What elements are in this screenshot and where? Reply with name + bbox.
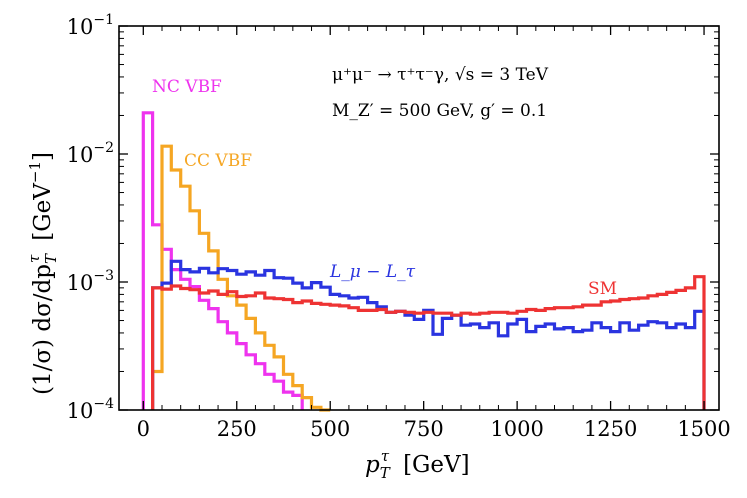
x-axis-label: pTτ [GeV] bbox=[365, 447, 470, 482]
x-tick-label: 500 bbox=[310, 417, 350, 441]
ticks-layer: 0 250 500 750 1000 1250 1500 10−4 10−3 10−2 10−1 bbox=[67, 12, 731, 441]
x-tick-label: 0 bbox=[137, 417, 150, 441]
annotation-parameters: M_Z′ = 500 GeV, g′ = 0.1 bbox=[332, 101, 547, 121]
series-label-sm: SM bbox=[588, 279, 617, 299]
series-line-nc-vbf-0 bbox=[141, 111, 304, 410]
x-tick-label: 1500 bbox=[677, 417, 730, 441]
series-label-cc-vbf: CC VBF bbox=[184, 151, 252, 171]
series-line-l-l-2 bbox=[151, 259, 706, 410]
series-layer bbox=[141, 111, 706, 412]
series-label-nc-vbf: NC VBF bbox=[152, 77, 222, 97]
y-tick-label: 10−3 bbox=[67, 268, 114, 295]
x-tick-label: 750 bbox=[404, 417, 444, 441]
series-label-lmu-ltau: L_μ − L_τ bbox=[329, 262, 416, 282]
x-tick-label: 1000 bbox=[490, 417, 543, 441]
plot-frame bbox=[118, 25, 720, 411]
series-line-sm-3 bbox=[151, 275, 706, 410]
series-line-cc-vbf-1 bbox=[151, 144, 331, 412]
y-tick-label: 10−2 bbox=[67, 140, 114, 167]
y-tick-label: 10−4 bbox=[67, 396, 114, 423]
annotation-process: μ⁺μ⁻ → τ⁺τ⁻γ, √s = 3 TeV bbox=[332, 65, 549, 85]
x-tick-label: 250 bbox=[217, 417, 257, 441]
x-tick-label: 1250 bbox=[584, 417, 637, 441]
y-tick-label: 10−1 bbox=[67, 12, 114, 39]
y-axis-label: (1/σ) dσ/dpTτ[GeV−1] bbox=[25, 152, 60, 395]
